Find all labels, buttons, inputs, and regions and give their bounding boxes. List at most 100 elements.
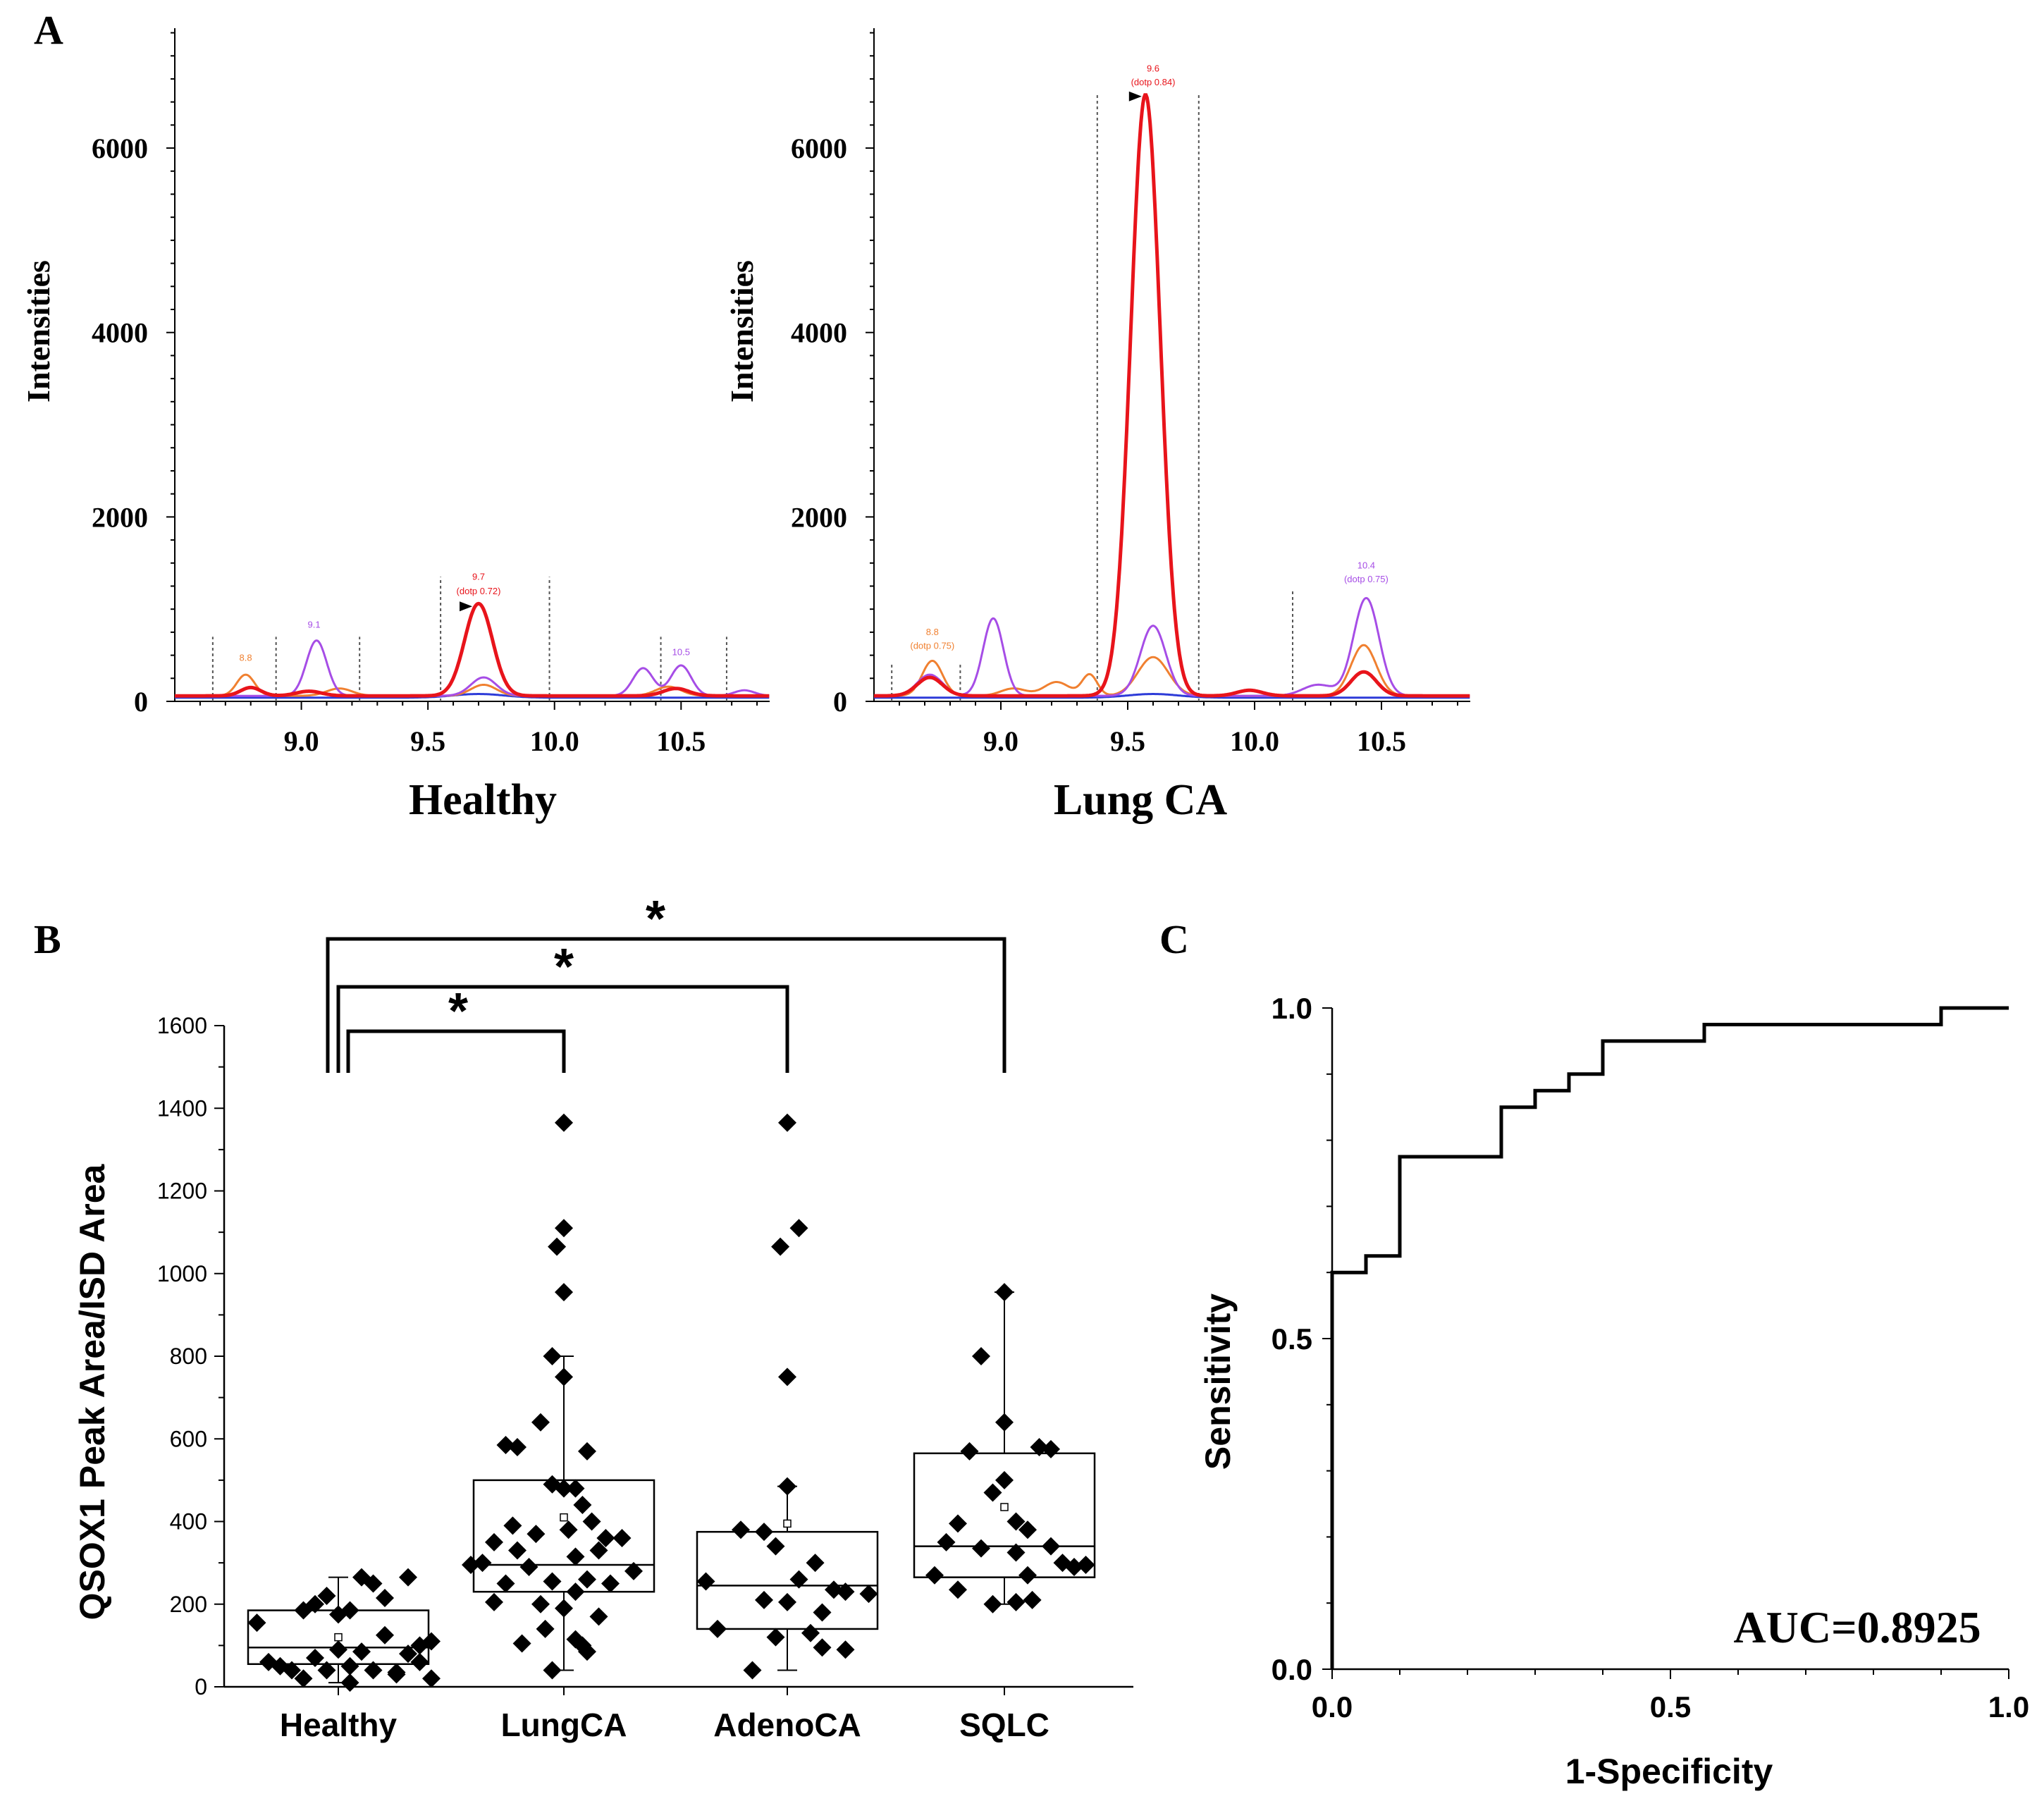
boxplot-plot: 0 200 400 600 800 1000 1200 1400 1600 Healthy Lung… (157, 891, 1133, 1743)
chrom-healthy-peak-annotation: 9.1 (307, 619, 320, 629)
boxplot-data-point (340, 1656, 359, 1676)
boxplot-data-point (949, 1514, 967, 1533)
boxplot-data-point (949, 1580, 967, 1599)
boxplot-data-point (508, 1541, 527, 1560)
boxplot-data-point (1018, 1520, 1037, 1539)
boxplot-data-point (789, 1219, 808, 1238)
chrom-lung-peak-annotation: 9.6 (1147, 63, 1159, 73)
boxplot-data-point (283, 1661, 301, 1680)
boxplot-data-point (1018, 1566, 1037, 1585)
boxplot-data-point (317, 1661, 336, 1680)
significance-bracket (346, 1029, 566, 1073)
boxplot-y-tick-label: 1400 (157, 1095, 207, 1121)
boxplot-data-point (766, 1537, 785, 1556)
roc-y-tick-label: 1.0 (1272, 992, 1312, 1025)
boxplot-data-point (1030, 1437, 1049, 1456)
boxplot-data-point (555, 1367, 573, 1387)
boxplot-data-point (1006, 1543, 1026, 1562)
boxplot-data-point (543, 1572, 562, 1591)
boxplot-data-point (578, 1570, 596, 1589)
boxplot-mean-marker (334, 1633, 343, 1642)
significance-star: * (448, 983, 468, 1040)
boxplot-data-point (624, 1561, 643, 1580)
roc-y-tick-label: 0.5 (1272, 1322, 1312, 1356)
boxplot-data-point (972, 1539, 990, 1558)
chrom-lung-y-tick-label: 0 (833, 686, 847, 718)
boxplot-data-point (543, 1661, 562, 1680)
chrom-healthy-plot: 0 2000 4000 6000 9.0 9.5 10.0 10.5 8.8 9.1 9.7 (dot… (92, 28, 770, 757)
chrom-healthy-peak-annotation: 10.5 (672, 647, 690, 658)
boxplot-data-point (960, 1442, 979, 1461)
significance-star: * (646, 891, 665, 947)
boxplot-y-tick-label: 1000 (157, 1261, 207, 1286)
boxplot-data-point (1042, 1537, 1060, 1556)
boxplot-data-point (806, 1554, 825, 1573)
boxplot-data-point (778, 1367, 796, 1387)
chrom-lung-title: Lung CA (1054, 776, 1228, 824)
boxplot-data-point (983, 1483, 1002, 1502)
boxplot-data-point (329, 1640, 347, 1659)
roc-plot: 0.0 0.5 1.0 0.0 0.5 1.0 (1272, 992, 2030, 1723)
chrom-lung-peak-annotation: (dotp 0.75) (1344, 574, 1389, 584)
roc-panel: Sensitivity 1-Specificity AUC=0.8925 0.0… (1198, 992, 2029, 1791)
boxplot-data-point (937, 1532, 956, 1551)
boxplot-category-label: SQLC (959, 1707, 1049, 1743)
roc-x-tick-label: 1.0 (1988, 1690, 2029, 1723)
significance-star: * (554, 939, 574, 995)
chrom-healthy-peak-arrow-icon (460, 601, 473, 612)
boxplot-data-point (589, 1541, 608, 1560)
chrom-lung-peak-arrow-icon (1128, 91, 1142, 102)
boxplot-y-tick-label: 1200 (157, 1179, 207, 1204)
chrom-lung-peak-annotation: 10.4 (1357, 560, 1375, 571)
roc-x-tick-label: 0.0 (1312, 1690, 1353, 1723)
boxplot-data-point (485, 1592, 503, 1611)
chrom-healthy-y-tick-label: 2000 (92, 501, 148, 533)
boxplot-data-point (399, 1568, 417, 1587)
boxplot-y-tick-label: 600 (170, 1426, 207, 1451)
boxplot-data-point (555, 1283, 573, 1302)
boxplot-category-label: AdenoCA (713, 1707, 861, 1743)
significance-bracket (326, 937, 1006, 1073)
boxplot-ylabel: QSOX1 Peak Area/ISD Area (73, 1163, 112, 1620)
chrom-lung-x-tick-label: 9.5 (1110, 725, 1145, 757)
boxplot-mean-marker (560, 1513, 568, 1522)
boxplot-data-point (743, 1661, 762, 1680)
roc-x-tick-label: 0.5 (1650, 1690, 1691, 1723)
boxplot-data-point (708, 1619, 727, 1638)
chrom-lung-peak-annotation: 8.8 (926, 627, 939, 637)
boxplot-data-point (555, 1219, 573, 1238)
panel-label-b: B (34, 916, 61, 962)
boxplot-y-tick-label: 800 (170, 1344, 207, 1369)
boxplot-data-point (771, 1237, 790, 1256)
boxplot-data-point (813, 1638, 832, 1657)
boxplot-data-point (972, 1347, 990, 1365)
boxplot-data-point (531, 1594, 550, 1613)
boxplot-data-point (836, 1640, 855, 1659)
boxplot-data-point (566, 1547, 585, 1566)
chrom-lung-ylabel: Intensities (724, 260, 760, 402)
boxplot-data-point (778, 1592, 796, 1611)
boxplot-box (696, 1530, 879, 1630)
boxplot-data-point (352, 1642, 371, 1661)
boxplot-data-point (573, 1496, 592, 1515)
significance-bracket (336, 985, 789, 1073)
boxplot-data-point (531, 1413, 550, 1432)
boxplot-data-point (294, 1669, 313, 1688)
boxplot-data-point (755, 1523, 773, 1542)
boxplot-data-point (813, 1603, 832, 1622)
chrom-healthy-peak-annotation: 8.8 (240, 652, 252, 663)
boxplot-data-point (801, 1623, 820, 1642)
boxplot-data-point (555, 1479, 573, 1498)
chrom-healthy-title: Healthy (409, 776, 557, 824)
boxplot-data-point (399, 1645, 417, 1664)
chrom-lung-y-tick-label: 2000 (791, 501, 847, 533)
chrom-healthy-y-tick-label: 6000 (92, 133, 148, 164)
chrom-lung-trace-blue (874, 693, 1470, 699)
boxplot-data-point (508, 1437, 527, 1456)
chrom-healthy-x-tick-label: 9.5 (410, 725, 445, 757)
chrom-healthy-trace-red (175, 601, 770, 698)
boxplot-data-point (387, 1665, 406, 1684)
boxplot-data-point (364, 1661, 383, 1680)
boxplot-data-point (548, 1237, 567, 1256)
